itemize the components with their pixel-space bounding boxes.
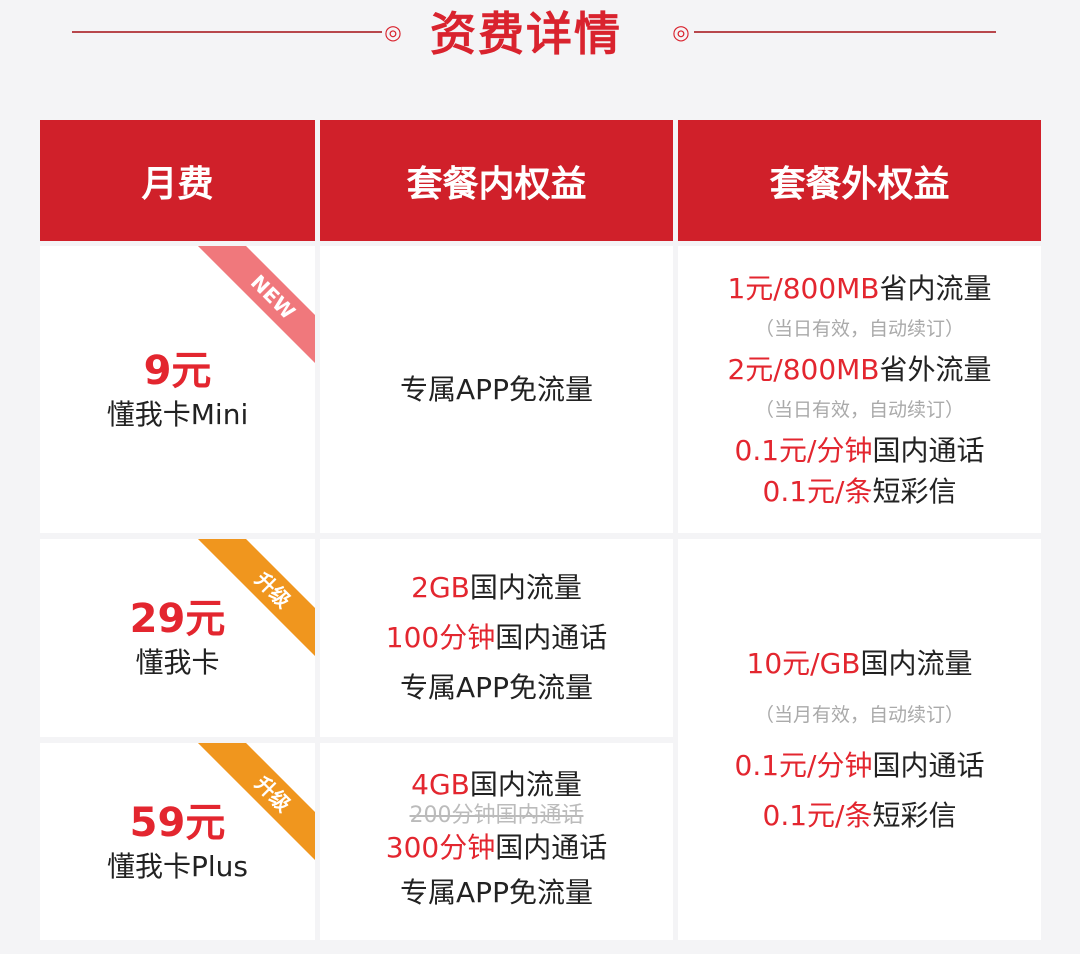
extra-note: （当日有效，自动续订） <box>754 398 964 421</box>
benefit-amount: 100分钟 <box>385 621 496 654</box>
benefit: 专属APP免流量 <box>400 875 593 909</box>
extra-price: 10元/GB <box>746 646 861 680</box>
plan-name: 懂我卡 <box>135 646 220 679</box>
plan-mini-extra: 1元/800MB省内流量 （当日有效，自动续订） 2元/800MB省外流量 （当… <box>678 246 1041 533</box>
extra-price: 0.1元/分钟 <box>734 433 873 467</box>
benefit: 国内通话 <box>495 830 608 864</box>
benefit: 国内流量 <box>469 767 582 801</box>
hexagon-ornament-icon: ◎ <box>672 20 690 44</box>
hexagon-ornament-icon: ◎ <box>384 20 402 44</box>
extra-price: 1元/800MB <box>727 271 880 305</box>
price: 59元 <box>129 799 226 846</box>
extra-price: 0.1元/条 <box>762 798 873 832</box>
extra-item: 短彩信 <box>872 798 957 832</box>
plan-name: 懂我卡Plus <box>107 849 248 883</box>
extra-note: （当日有效，自动续订） <box>754 317 964 340</box>
page-title: 资费详情 <box>430 7 622 61</box>
extra-price: 2元/800MB <box>727 352 880 386</box>
extra-price: 0.1元/分钟 <box>734 748 873 782</box>
plan-mini-price-cell: NEW 9元 懂我卡Mini <box>40 246 315 533</box>
header-extra: 套餐外权益 <box>678 120 1041 241</box>
benefit-amount: 2GB <box>411 571 470 604</box>
plan-plus-benefits: 4GB国内流量 200分钟国内通话 300分钟国内通话 专属APP免流量 <box>320 743 673 940</box>
extra-item: 省内流量 <box>879 271 992 305</box>
extra-item: 国内流量 <box>860 646 973 680</box>
divider-left <box>72 31 382 33</box>
plan-standard-price-cell: 升级 29元 懂我卡 <box>40 539 315 737</box>
plan-mini-benefits: 专属APP免流量 <box>320 246 673 533</box>
benefit-amount: 300分钟 <box>385 830 496 864</box>
benefit-amount: 4GB <box>411 767 470 801</box>
plan-standard-benefits: 2GB国内流量 100分钟国内通话 专属APP免流量 <box>320 539 673 737</box>
extra-price: 0.1元/条 <box>762 474 873 508</box>
benefit: 专属APP免流量 <box>400 372 593 406</box>
price: 9元 <box>143 347 212 394</box>
benefit: 专属APP免流量 <box>400 671 593 704</box>
plan-upgrade-extra: 10元/GB国内流量 （当月有效，自动续订） 0.1元/分钟国内通话 0.1元/… <box>678 539 1041 940</box>
header-monthly-fee: 月费 <box>40 120 315 241</box>
extra-note: （当月有效，自动续订） <box>754 703 964 726</box>
plan-name: 懂我卡Mini <box>106 397 249 431</box>
price: 29元 <box>129 596 226 642</box>
struck-benefit: 200分钟国内通话 <box>409 802 584 828</box>
benefit: 国内流量 <box>469 571 582 604</box>
extra-item: 国内通话 <box>872 748 985 782</box>
extra-item: 短彩信 <box>872 474 957 508</box>
extra-item: 国内通话 <box>872 433 985 467</box>
header-included: 套餐内权益 <box>320 120 673 241</box>
plan-plus-price-cell: 升级 59元 懂我卡Plus <box>40 743 315 940</box>
benefit: 国内通话 <box>495 621 608 654</box>
section-title: ◎ 资费详情 ◎ <box>0 0 1080 70</box>
divider-right <box>694 31 996 33</box>
extra-item: 省外流量 <box>879 352 992 386</box>
